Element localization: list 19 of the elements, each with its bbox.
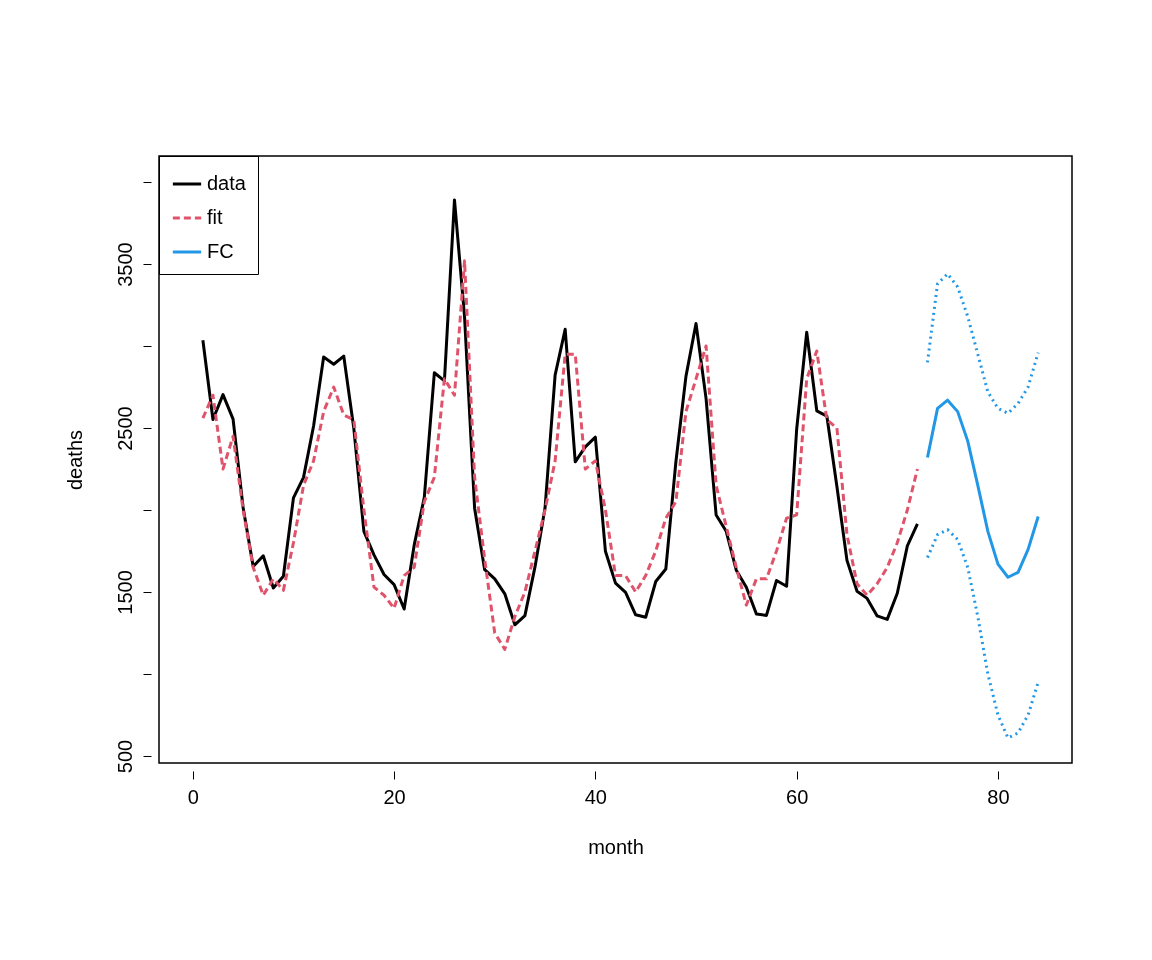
- legend-label: data: [207, 172, 247, 194]
- y-tick-label: 2500: [113, 406, 136, 451]
- x-tick-label: 20: [383, 785, 406, 808]
- line-series: [925, 272, 1040, 415]
- y-axis-title: deaths: [63, 429, 86, 491]
- line-series: [201, 198, 919, 627]
- line-series: [925, 528, 1040, 740]
- legend-label: fit: [207, 206, 223, 228]
- y-tick-label: 500: [113, 739, 136, 774]
- x-tick-label: 40: [584, 785, 607, 808]
- y-tick-label: 3500: [113, 242, 136, 287]
- x-tick-label: 80: [987, 785, 1010, 808]
- y-tick-label: 1500: [113, 570, 136, 615]
- x-tick-label: 60: [786, 785, 809, 808]
- line-series: [201, 259, 919, 651]
- line-series: [925, 398, 1040, 579]
- x-tick-label: 0: [187, 785, 199, 808]
- legend-label: FC: [207, 240, 234, 262]
- x-axis-title: month: [588, 835, 644, 858]
